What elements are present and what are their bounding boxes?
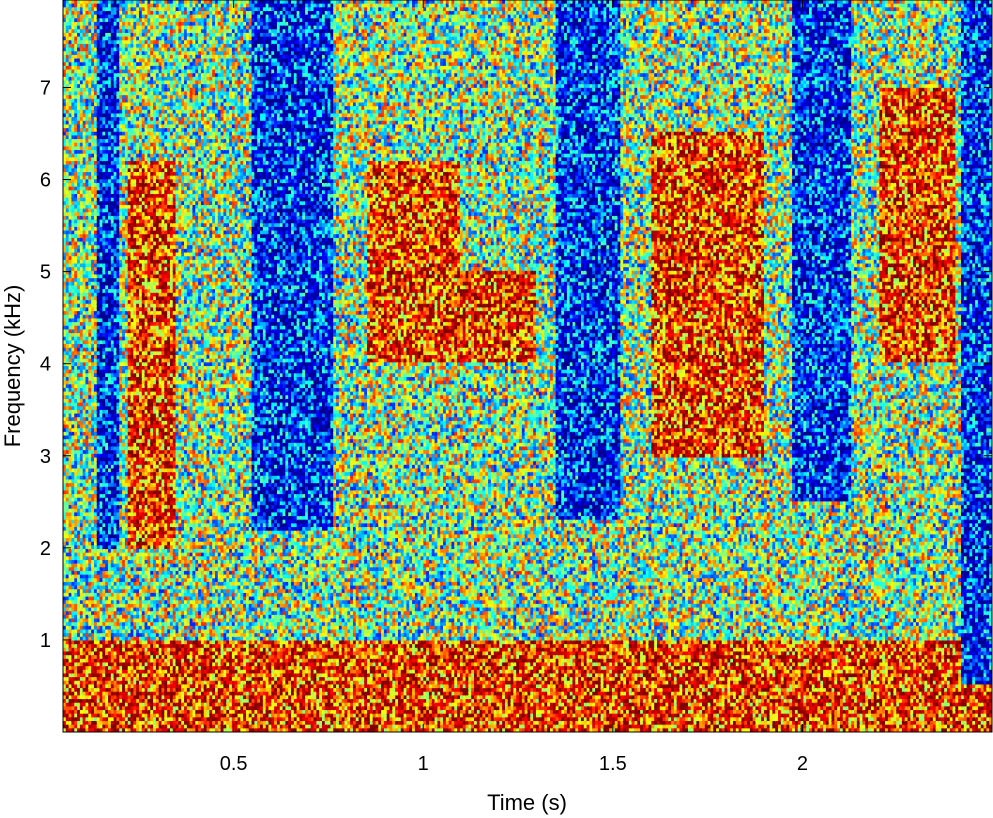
x-axis-ticks: 0.5 1 1.5 2: [220, 0, 808, 775]
spectrogram-heatmap: [63, 0, 992, 732]
y-tick-label: 5: [40, 262, 51, 284]
x-tick-label: 0.5: [220, 753, 248, 775]
y-tick-label: 1: [40, 630, 51, 652]
y-tick-label: 6: [40, 170, 51, 192]
y-axis-label: Frequency (kHz): [0, 285, 25, 448]
y-tick-label: 4: [40, 354, 51, 376]
y-tick-label: 7: [40, 77, 51, 99]
x-tick-label: 2: [797, 753, 808, 775]
y-tick-label: 3: [40, 446, 51, 468]
x-tick-label: 1: [418, 753, 429, 775]
x-axis-label: Time (s): [487, 790, 567, 815]
y-axis-ticks: 1 2 3 4 5 6 7: [40, 77, 992, 652]
x-tick-label: 1.5: [599, 753, 627, 775]
plot-frame: [62, 0, 993, 733]
y-tick-label: 2: [40, 538, 51, 560]
